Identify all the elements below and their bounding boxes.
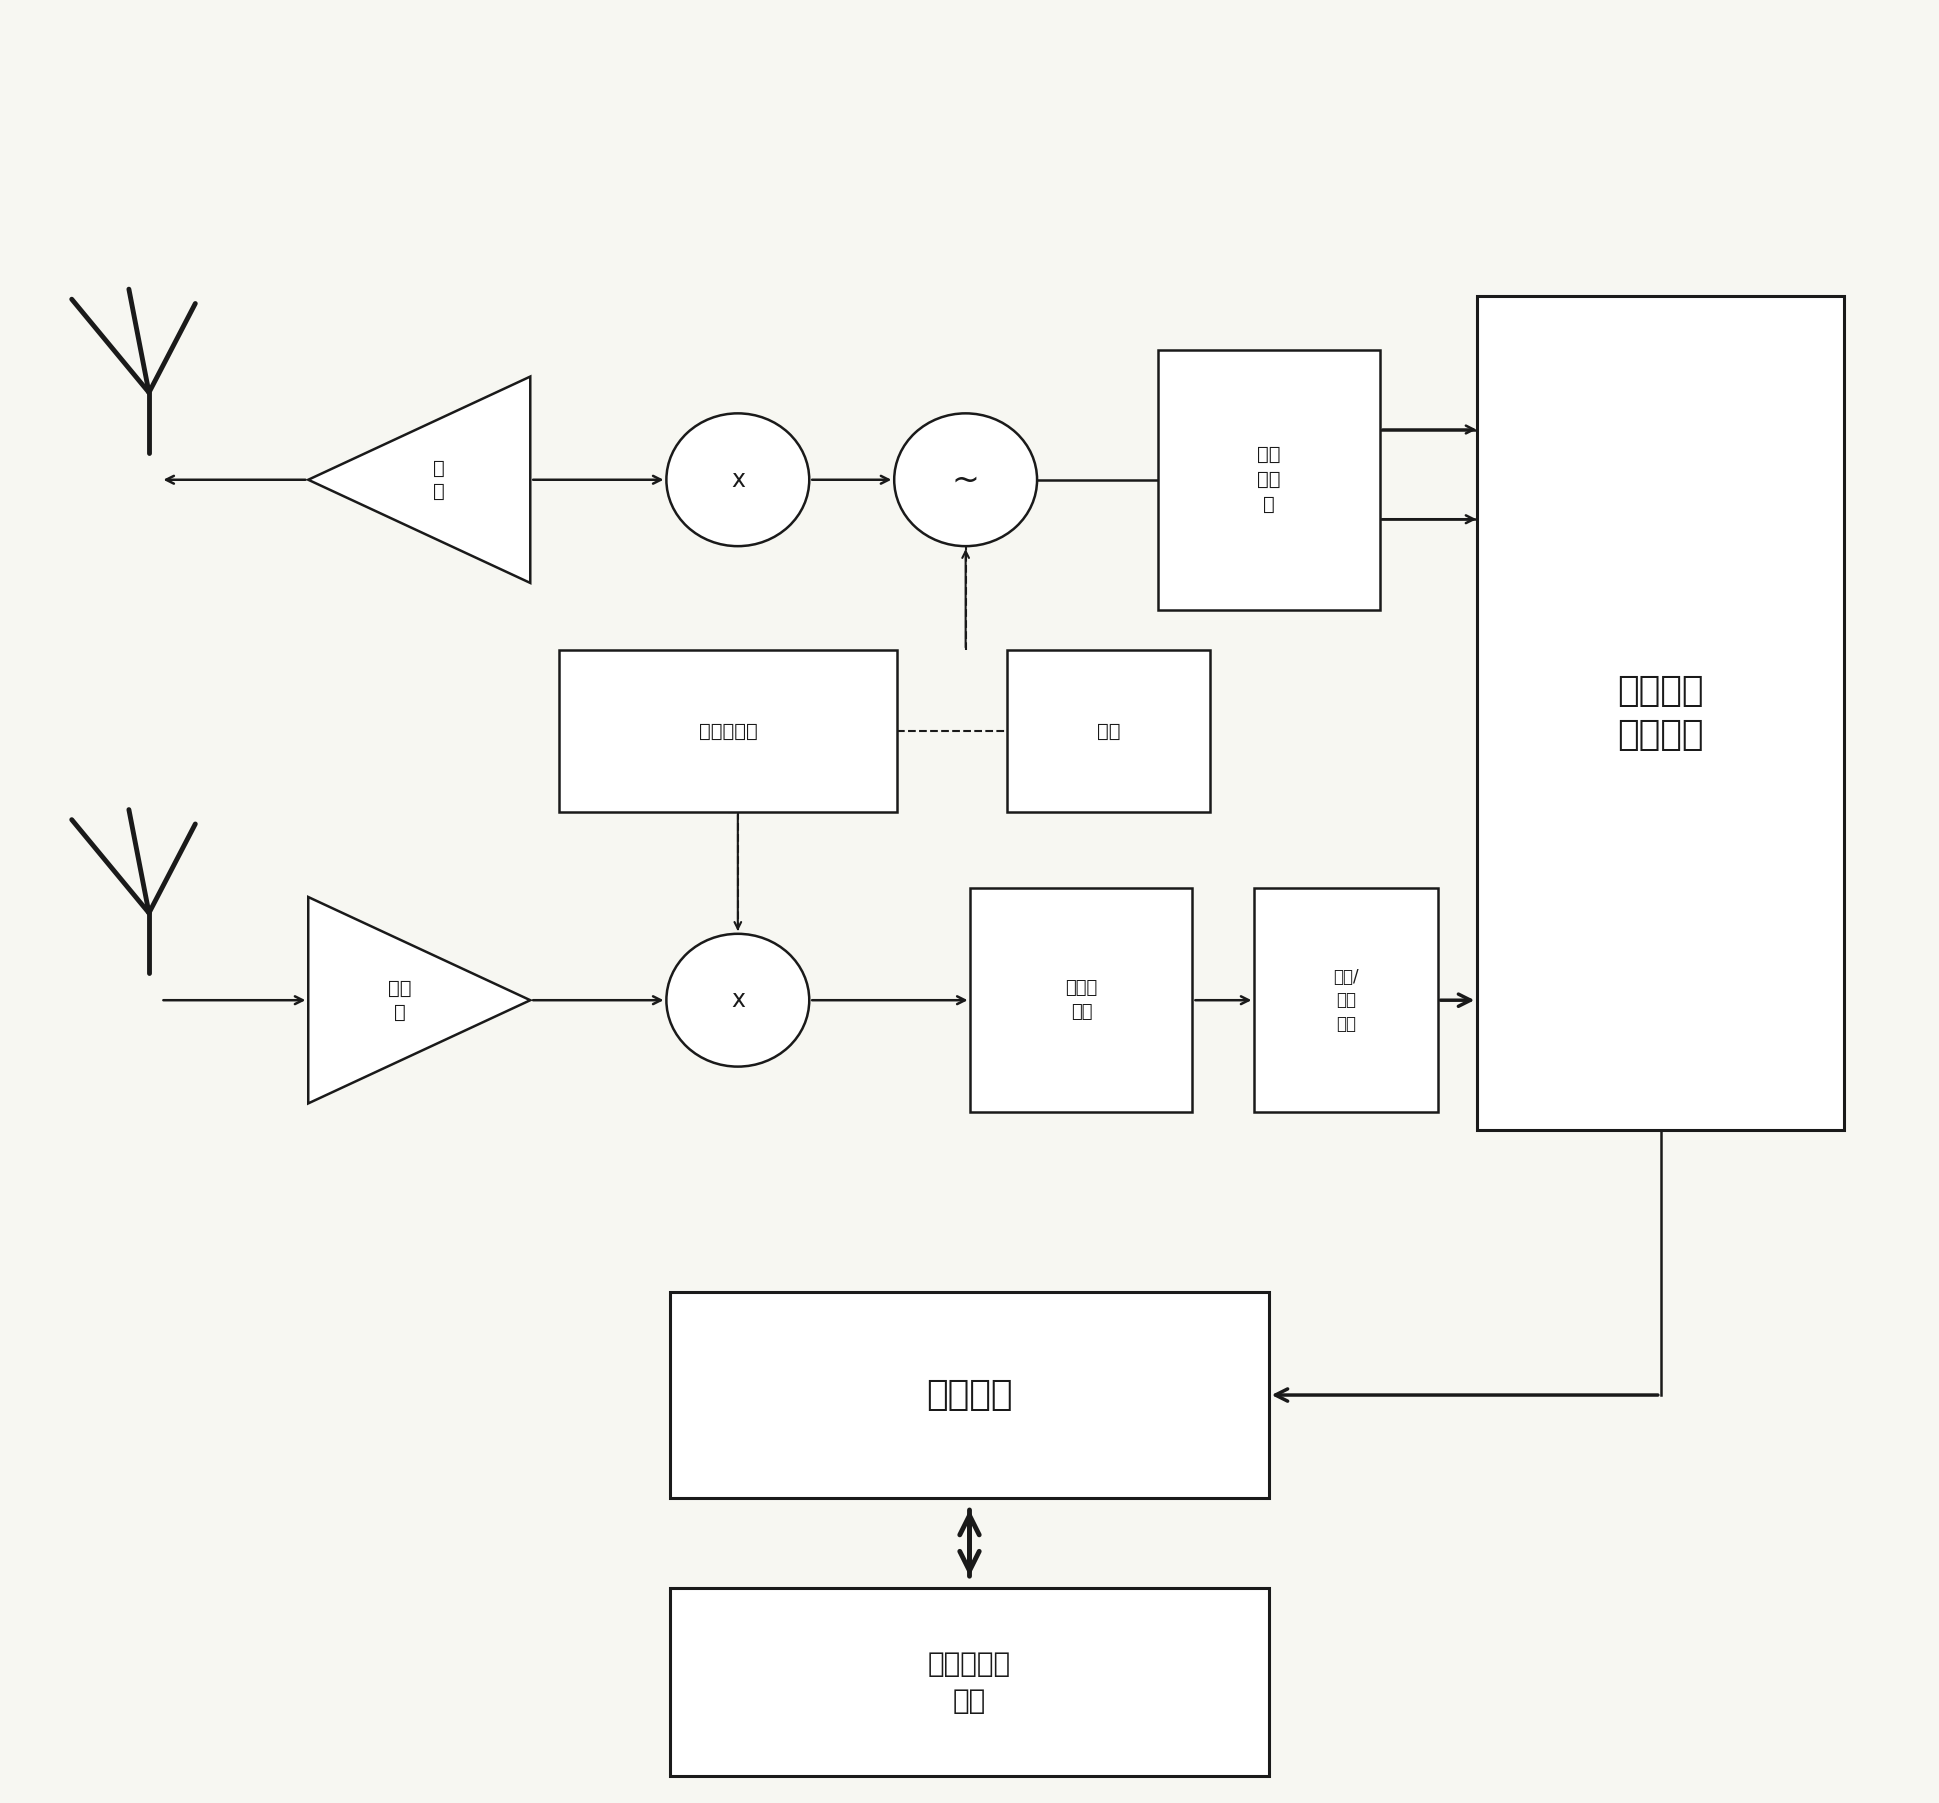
Bar (1158, 350, 1381, 609)
Text: x: x (731, 988, 745, 1011)
Text: x: x (731, 467, 745, 492)
Text: 模拟/
数字
转换: 模拟/ 数字 转换 (1334, 968, 1359, 1033)
Text: 主控单元: 主控单元 (927, 1377, 1012, 1412)
Text: 接收滤
波器: 接收滤 波器 (1065, 979, 1097, 1020)
Text: 功
放: 功 放 (432, 458, 444, 501)
Bar (1006, 651, 1210, 811)
Text: ~: ~ (952, 463, 979, 496)
Circle shape (667, 934, 809, 1067)
Bar (558, 651, 898, 811)
Bar (671, 1588, 1268, 1776)
Text: 晶振: 晶振 (1097, 721, 1121, 741)
Polygon shape (308, 898, 529, 1103)
Text: 频率合成器: 频率合成器 (698, 721, 758, 741)
Circle shape (894, 413, 1037, 546)
Text: 数据及监控
中心: 数据及监控 中心 (929, 1650, 1010, 1715)
Text: 低噪
放: 低噪 放 (388, 979, 411, 1022)
Bar (671, 1291, 1268, 1498)
Text: 发射
滤波
器: 发射 滤波 器 (1256, 445, 1280, 514)
Text: 数字信号
处理单元: 数字信号 处理单元 (1617, 674, 1704, 752)
Bar (970, 889, 1192, 1112)
Bar (1478, 296, 1844, 1130)
Polygon shape (308, 377, 529, 582)
Bar (1255, 889, 1437, 1112)
Circle shape (667, 413, 809, 546)
